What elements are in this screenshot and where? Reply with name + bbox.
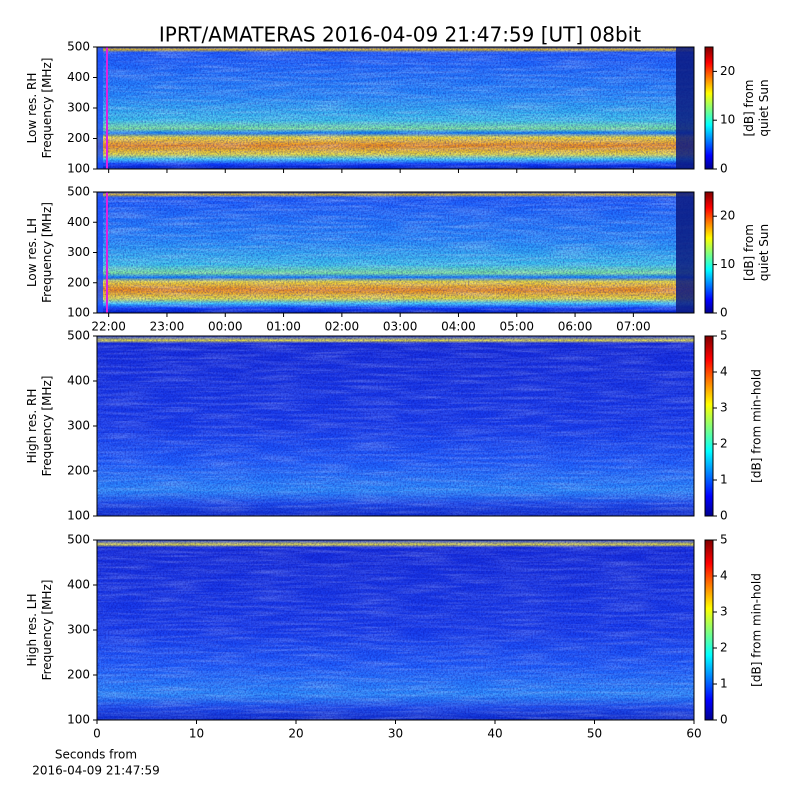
y-tick-label: 100 xyxy=(67,713,90,727)
x-tick-label: 02:00 xyxy=(325,320,360,334)
spectrogram-texture xyxy=(97,192,694,313)
x-tick-label: 01:00 xyxy=(266,320,301,334)
x-axis-label: Seconds from xyxy=(55,748,137,762)
colorbar xyxy=(704,46,714,170)
x-tick-label: 60 xyxy=(686,727,701,741)
colorbar-label: quiet Sun xyxy=(757,224,771,281)
y-tick-label: 200 xyxy=(67,131,90,145)
colorbar-tick-label: 4 xyxy=(720,365,728,379)
x-tick-label: 20 xyxy=(288,727,303,741)
y-axis-label: Frequency [MHz] xyxy=(40,580,54,681)
x-tick-label: 40 xyxy=(487,727,502,741)
colorbar-label: quiet Sun xyxy=(757,79,771,136)
y-axis-label: Low res. RH xyxy=(25,73,39,144)
x-tick-label: 05:00 xyxy=(499,320,534,334)
colorbar-tick-label: 20 xyxy=(720,209,735,223)
y-axis-label: Low res. LH xyxy=(25,218,39,287)
y-tick-label: 200 xyxy=(67,464,90,478)
figure-title: IPRT/AMATERAS 2016-04-09 21:47:59 [UT] 0… xyxy=(159,23,641,47)
colorbar-tick-label: 0 xyxy=(720,509,728,523)
colorbar-label: [dB] from min-hold xyxy=(750,573,764,687)
x-tick-label: 50 xyxy=(587,727,602,741)
colorbar-tick-label: 0 xyxy=(720,713,728,727)
colorbar xyxy=(704,335,714,517)
y-tick-label: 100 xyxy=(67,306,90,320)
y-tick-label: 200 xyxy=(67,668,90,682)
y-axis-label: High res. RH xyxy=(25,389,39,464)
y-tick-label: 500 xyxy=(67,40,90,54)
y-tick-label: 100 xyxy=(67,509,90,523)
x-tick-label: 03:00 xyxy=(383,320,418,334)
spectrogram-texture xyxy=(97,336,694,516)
no-data-region xyxy=(97,47,103,169)
colorbar-tick-label: 4 xyxy=(720,569,728,583)
y-tick-label: 300 xyxy=(67,101,90,115)
x-tick-label: 10 xyxy=(189,727,204,741)
y-tick-label: 300 xyxy=(67,245,90,259)
y-axis-label: Frequency [MHz] xyxy=(40,202,54,303)
x-tick-label: 0 xyxy=(93,727,101,741)
y-tick-label: 500 xyxy=(67,185,90,199)
y-tick-label: 400 xyxy=(67,374,90,388)
colorbar-tick-label: 3 xyxy=(720,401,728,415)
colorbar-tick-label: 0 xyxy=(720,162,728,176)
spectrogram-texture xyxy=(97,540,694,720)
x-tick-label: 00:00 xyxy=(208,320,243,334)
y-tick-label: 500 xyxy=(67,533,90,547)
colorbar xyxy=(704,539,714,721)
spectrogram-texture xyxy=(97,47,694,169)
colorbar-tick-label: 20 xyxy=(720,64,735,78)
colorbar-tick-label: 3 xyxy=(720,605,728,619)
colorbar-tick-label: 1 xyxy=(720,473,728,487)
colorbar-tick-label: 2 xyxy=(720,437,728,451)
colorbar-tick-label: 5 xyxy=(720,329,728,343)
x-axis-label: 2016-04-09 21:47:59 xyxy=(32,764,159,778)
colorbar xyxy=(704,191,714,314)
colorbar-tick-label: 10 xyxy=(720,113,735,127)
x-tick-label: 30 xyxy=(388,727,403,741)
y-tick-label: 300 xyxy=(67,623,90,637)
y-axis-label: Frequency [MHz] xyxy=(40,376,54,477)
x-tick-label: 06:00 xyxy=(558,320,593,334)
colorbar-tick-label: 0 xyxy=(720,306,728,320)
y-tick-label: 400 xyxy=(67,578,90,592)
colorbar-tick-label: 1 xyxy=(720,677,728,691)
y-tick-label: 400 xyxy=(67,215,90,229)
no-data-region xyxy=(676,47,694,169)
x-tick-label: 23:00 xyxy=(150,320,185,334)
x-tick-label: 07:00 xyxy=(616,320,651,334)
y-axis-label: Frequency [MHz] xyxy=(40,58,54,159)
y-axis-label: High res. LH xyxy=(25,593,39,666)
no-data-region xyxy=(97,192,103,313)
colorbar-tick-label: 5 xyxy=(720,533,728,547)
colorbar-tick-label: 2 xyxy=(720,641,728,655)
colorbar-label: [dB] from min-hold xyxy=(750,369,764,483)
y-tick-label: 200 xyxy=(67,275,90,289)
y-tick-label: 500 xyxy=(67,329,90,343)
no-data-region xyxy=(676,192,694,313)
colorbar-label: [dB] from xyxy=(742,80,756,137)
colorbar-label: [dB] from xyxy=(742,224,756,281)
y-tick-label: 300 xyxy=(67,419,90,433)
y-tick-label: 400 xyxy=(67,70,90,84)
x-tick-label: 22:00 xyxy=(91,320,126,334)
x-tick-label: 04:00 xyxy=(441,320,476,334)
colorbar-tick-label: 10 xyxy=(720,257,735,271)
y-tick-label: 100 xyxy=(67,162,90,176)
